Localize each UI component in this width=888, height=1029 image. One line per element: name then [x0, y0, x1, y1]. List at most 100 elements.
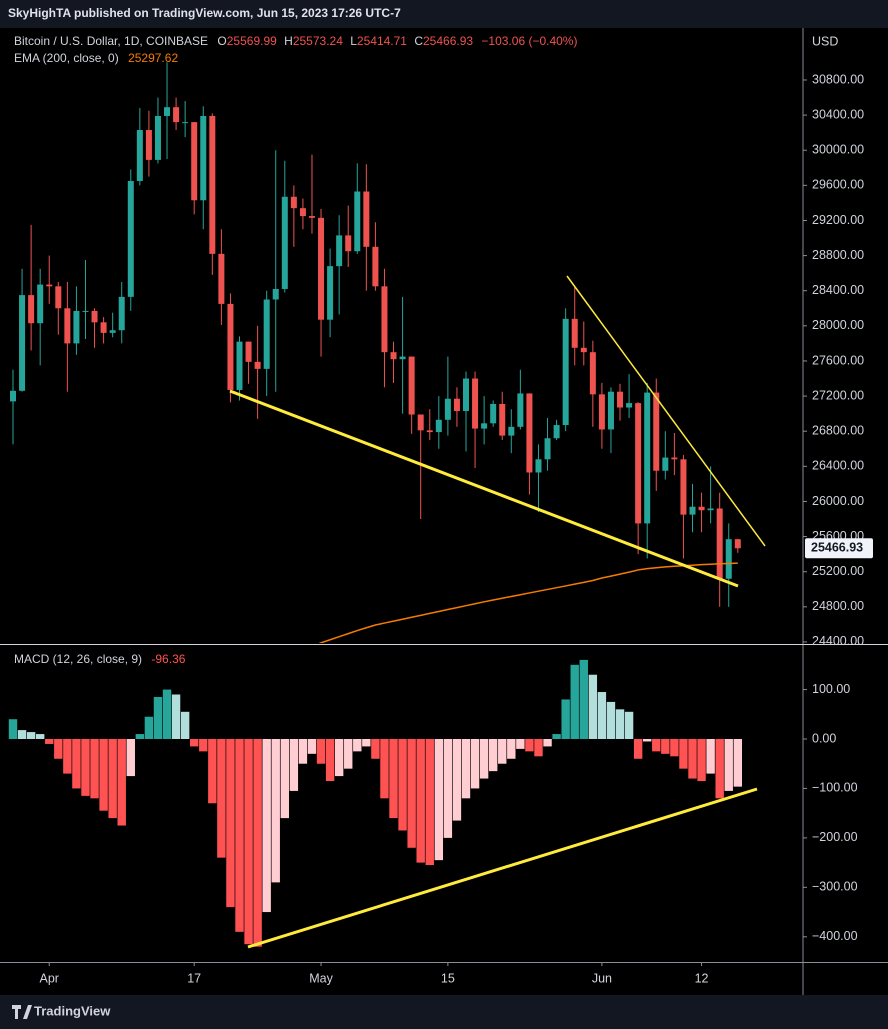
- macd-bar: [244, 739, 253, 945]
- candle-body: [417, 414, 424, 431]
- candle-body: [236, 341, 243, 390]
- macd-bar: [488, 739, 498, 772]
- macd-bar: [371, 739, 380, 759]
- y-tick-label: 26800.00: [812, 424, 864, 438]
- macd-bar: [208, 739, 217, 804]
- candle-body: [689, 506, 696, 515]
- candle-body: [245, 341, 252, 362]
- ema-name: EMA (200, close, 0): [14, 51, 119, 65]
- ohlc-key: H: [284, 34, 293, 48]
- candle-body: [444, 398, 451, 420]
- macd-bar: [325, 739, 335, 782]
- macd-bar: [253, 739, 262, 947]
- macd-bar: [226, 739, 235, 908]
- macd-bar: [615, 709, 625, 740]
- macd-bar: [63, 739, 72, 774]
- resistance-trendline: [566, 275, 766, 547]
- candle-body: [499, 403, 506, 436]
- macd-bar: [733, 739, 742, 787]
- candle-body: [227, 303, 234, 390]
- symbol-title: Bitcoin / U.S. Dollar, 1D, COINBASE: [14, 34, 208, 48]
- candle-body: [662, 457, 669, 471]
- macd-pane: [8, 659, 742, 947]
- candle-body: [327, 266, 334, 320]
- y-tick-label: 24400.00: [812, 634, 864, 648]
- candle-body: [200, 115, 207, 201]
- candle-body: [118, 296, 125, 331]
- candle-body: [209, 115, 216, 254]
- macd-bar: [117, 739, 126, 826]
- y-tick-label: 24800.00: [812, 599, 864, 613]
- macd-bar: [45, 739, 54, 744]
- candle-body: [607, 391, 614, 430]
- candle-body: [381, 286, 388, 353]
- candle-body: [399, 356, 406, 360]
- candle-body: [426, 430, 433, 433]
- y-tick-label: −200.00: [812, 830, 858, 844]
- macd-bar: [17, 730, 27, 740]
- candle-body: [562, 318, 569, 426]
- candle-body: [308, 216, 315, 218]
- candle-body: [535, 459, 542, 473]
- candle-body: [127, 180, 134, 297]
- macd-bar: [262, 739, 271, 913]
- candle-body: [100, 322, 107, 333]
- macd-bar: [579, 659, 588, 740]
- y-tick-label: −300.00: [812, 880, 858, 894]
- macd-bar: [534, 739, 543, 757]
- change-label: −103.06 (−0.40%): [481, 34, 577, 48]
- candle-body: [64, 308, 71, 344]
- macd-bar: [670, 739, 679, 757]
- macd-bar: [715, 739, 724, 799]
- ohlc-key: O: [217, 34, 226, 48]
- macd-bar: [289, 739, 299, 791]
- candle-body: [28, 295, 35, 324]
- macd-bar: [425, 739, 434, 866]
- y-tick-label: 28400.00: [812, 283, 864, 297]
- candle-body: [716, 508, 723, 579]
- macd-bar: [416, 739, 425, 863]
- ohlc-value: 25573.24: [293, 34, 343, 48]
- macd-bar: [380, 739, 389, 799]
- x-tick-label: 12: [695, 971, 709, 985]
- candle-body: [463, 378, 469, 412]
- candle-body: [580, 347, 587, 353]
- brand-name: TradingView: [34, 1003, 111, 1018]
- candle-body: [472, 378, 479, 429]
- candle-body: [173, 107, 180, 123]
- macd-bar: [316, 739, 326, 764]
- macd-bar: [334, 739, 344, 777]
- candle-body: [46, 284, 53, 287]
- last-price-label: 25466.93: [811, 541, 863, 555]
- candle-body: [164, 107, 171, 116]
- macd-bar: [99, 739, 108, 811]
- candle-body: [318, 217, 325, 320]
- macd-bar: [452, 739, 462, 821]
- candle-body: [73, 310, 80, 344]
- macd-bar: [362, 739, 371, 747]
- candle-body: [336, 235, 343, 267]
- y-tick-label: 0.00: [812, 731, 836, 745]
- y-tick-label: 30400.00: [812, 107, 864, 121]
- candle-body: [363, 191, 370, 247]
- candle-body: [571, 318, 578, 348]
- macd-bar: [652, 739, 661, 752]
- y-tick-label: 27200.00: [812, 388, 864, 402]
- price-pane: [10, 62, 741, 643]
- macd-bar: [307, 739, 317, 754]
- macd-bar: [688, 739, 697, 779]
- macd-bar: [724, 739, 733, 791]
- macd-bar: [697, 739, 706, 782]
- macd-bar: [8, 719, 18, 740]
- macd-bar: [552, 734, 561, 740]
- ohlc-value: 25569.99: [227, 34, 277, 48]
- y-tick-label: 30800.00: [812, 72, 864, 86]
- macd-bar: [643, 739, 652, 742]
- candle-body: [526, 393, 533, 473]
- candle-body: [644, 392, 651, 524]
- x-tick-label: 17: [187, 971, 201, 985]
- macd-bar: [434, 739, 444, 861]
